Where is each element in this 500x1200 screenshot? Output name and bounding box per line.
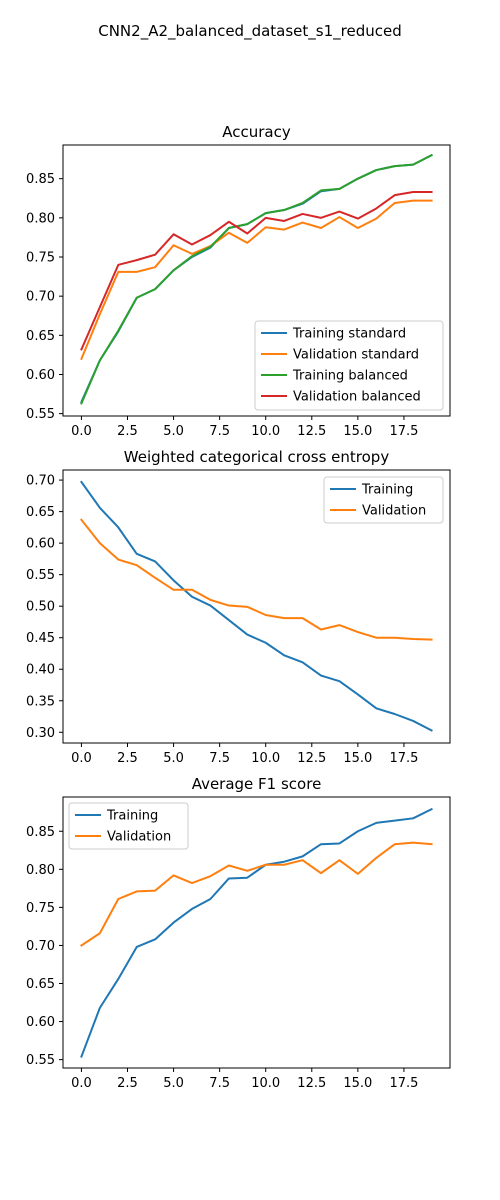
plot-frame [62,144,451,417]
legend: Training Validation [68,802,189,850]
legend-label: Validation [107,830,171,845]
legend-label: Validation standard [293,348,419,363]
chart-title: Weighted categorical cross entropy [124,448,390,466]
x-tick-label: 5.0 [163,1076,184,1091]
chart-title: Average F1 score [192,775,322,793]
x-tick-label: 12.5 [297,1076,326,1091]
x-tick-label: 10.0 [251,751,280,766]
x-tick-label: 5.0 [163,751,184,766]
legend-label: Validation [362,504,426,519]
y-tick-label: 0.40 [26,663,55,678]
chart-title: Accuracy [222,123,291,141]
x-tick-label: 0.0 [71,751,92,766]
y-tick-label: 0.65 [26,977,55,992]
legend-box [254,320,444,411]
legend-label: Training [106,809,158,824]
legend-label: Training [361,483,413,498]
chart-panel-2: Weighted categorical cross entropy 0.0 2.5… [26,448,451,766]
y-tick-label: 0.80 [26,863,55,878]
x-tick-label: 2.5 [117,1076,138,1091]
y-tick-label: 0.60 [26,1015,55,1030]
x-tick-label: 7.5 [209,1076,230,1091]
series-line-training [80,480,433,732]
series-line-validation [80,518,433,641]
x-tick-label: 17.5 [389,1076,418,1091]
y-tick-label: 0.70 [26,474,55,489]
x-tick-label: 12.5 [297,424,326,439]
y-tick-label: 0.80 [26,211,55,226]
x-tick-label: 15.0 [343,1076,372,1091]
legend-label: Training balanced [292,369,408,384]
y-tick-label: 0.45 [26,631,55,646]
y-tick-label: 0.65 [26,329,55,344]
y-tick-label: 0.30 [26,726,55,741]
series-line-training-balanced [80,153,433,405]
y-tick-label: 0.70 [26,290,55,305]
x-tick-label: 10.0 [251,424,280,439]
y-tick-label: 0.35 [26,694,55,709]
y-tick-label: 0.50 [26,600,55,615]
y-tick-label: 0.75 [26,901,55,916]
x-tick-label: 15.0 [343,751,372,766]
x-tick-label: 0.0 [71,424,92,439]
x-tick-label: 7.5 [209,751,230,766]
series-line-validation-standard [80,199,433,361]
y-tick-label: 0.60 [26,537,55,552]
x-tick-label: 5.0 [163,424,184,439]
y-tick-label: 0.55 [26,1053,55,1068]
plot-frame [62,796,451,1069]
chart-panel-1: Accuracy 0.0 2.5 5.0 7.5 10.0 12.5 15.0 17.5 0.55… [26,123,451,439]
y-tick-label: 0.55 [26,568,55,583]
legend: Training Validation [323,476,444,524]
legend: Training standard Validation standard Trai… [254,320,444,411]
y-tick-label: 0.60 [26,368,55,383]
x-tick-label: 17.5 [389,751,418,766]
x-tick-label: 2.5 [117,424,138,439]
series-line-validation-balanced [80,190,433,351]
legend-label: Training standard [292,327,406,342]
x-tick-label: 17.5 [389,424,418,439]
figure-title: CNN2_A2_balanced_dataset_s1_reduced [98,22,402,41]
x-tick-label: 12.5 [297,751,326,766]
x-tick-label: 0.0 [71,1076,92,1091]
y-tick-label: 0.70 [26,939,55,954]
legend-label: Validation balanced [293,390,421,405]
y-tick-label: 0.75 [26,251,55,266]
y-tick-label: 0.65 [26,505,55,520]
series-line-validation [80,841,433,947]
x-tick-label: 7.5 [209,424,230,439]
x-tick-label: 15.0 [343,424,372,439]
y-tick-label: 0.85 [26,172,55,187]
x-tick-label: 2.5 [117,751,138,766]
series-line-training [80,807,433,1058]
chart-panel-3: Average F1 score 0.0 2.5 5.0 7.5 10.0 12.5 15.0… [26,775,451,1091]
x-tick-label: 10.0 [251,1076,280,1091]
y-tick-label: 0.55 [26,407,55,422]
y-tick-label: 0.85 [26,825,55,840]
